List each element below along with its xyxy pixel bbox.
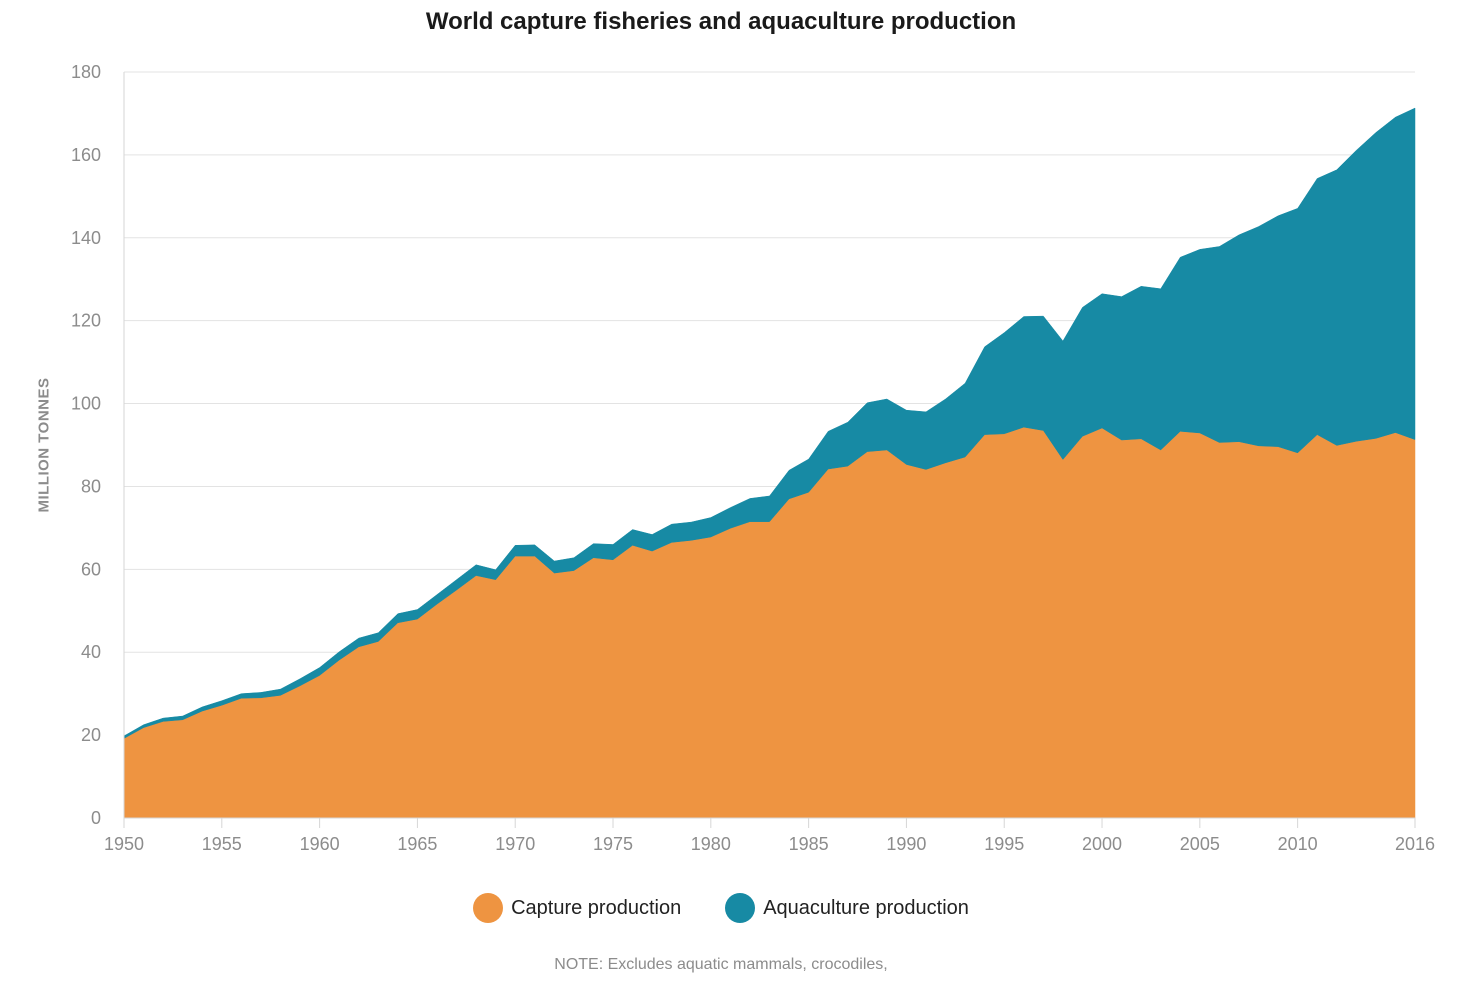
x-tick-1965: 1965 [397, 834, 437, 854]
x-tick-labels: 1950 1955 1960 1965 1970 1975 1980 1985 1990 1995… [104, 834, 1435, 854]
x-tick-2005: 2005 [1180, 834, 1220, 854]
y-tick-140: 140 [71, 228, 101, 248]
y-tick-180: 180 [71, 62, 101, 82]
legend-label-capture: Capture production [511, 896, 682, 919]
y-tick-60: 60 [81, 559, 101, 579]
x-tick-1950: 1950 [104, 834, 144, 854]
x-tick-1960: 1960 [300, 834, 340, 854]
area-aquaculture-production [123, 107, 1416, 739]
legend-swatch-aquaculture [725, 893, 756, 923]
area-capture-production [123, 426, 1416, 819]
y-tick-100: 100 [71, 394, 101, 414]
x-tick-2010: 2010 [1278, 834, 1318, 854]
chart-areas [123, 107, 1416, 819]
y-tick-labels: 0 20 40 60 80 100 120 140 160 180 [71, 62, 101, 828]
y-tick-80: 80 [81, 476, 101, 496]
x-tick-1995: 1995 [984, 834, 1024, 854]
y-tick-160: 160 [71, 145, 101, 165]
x-tick-1980: 1980 [691, 834, 731, 854]
legend-swatch-capture [473, 893, 504, 923]
legend: Capture production Aquaculture productio… [0, 893, 1442, 923]
x-tick-1955: 1955 [202, 834, 242, 854]
axes [123, 72, 1416, 828]
x-tick-1985: 1985 [789, 834, 829, 854]
y-tick-20: 20 [81, 725, 101, 745]
chart-title: World capture fisheries and aquaculture … [425, 8, 1017, 35]
area-chart: 0 20 40 60 80 100 120 140 160 180 1950 1955 1960 196… [71, 62, 1435, 854]
x-tick-1990: 1990 [886, 834, 926, 854]
footnote: NOTE: Excludes aquatic mammals, crocodil… [554, 956, 888, 973]
y-tick-120: 120 [71, 311, 101, 331]
x-tick-2016: 2016 [1395, 834, 1435, 854]
x-tick-2000: 2000 [1082, 834, 1122, 854]
x-tick-1970: 1970 [495, 834, 535, 854]
legend-label-aquaculture: Aquaculture production [763, 896, 969, 919]
y-tick-0: 0 [91, 808, 101, 828]
y-tick-40: 40 [81, 642, 101, 662]
legend-item-aquaculture: Aquaculture production [725, 893, 969, 923]
x-tick-1975: 1975 [593, 834, 633, 854]
legend-item-capture: Capture production [473, 893, 681, 923]
